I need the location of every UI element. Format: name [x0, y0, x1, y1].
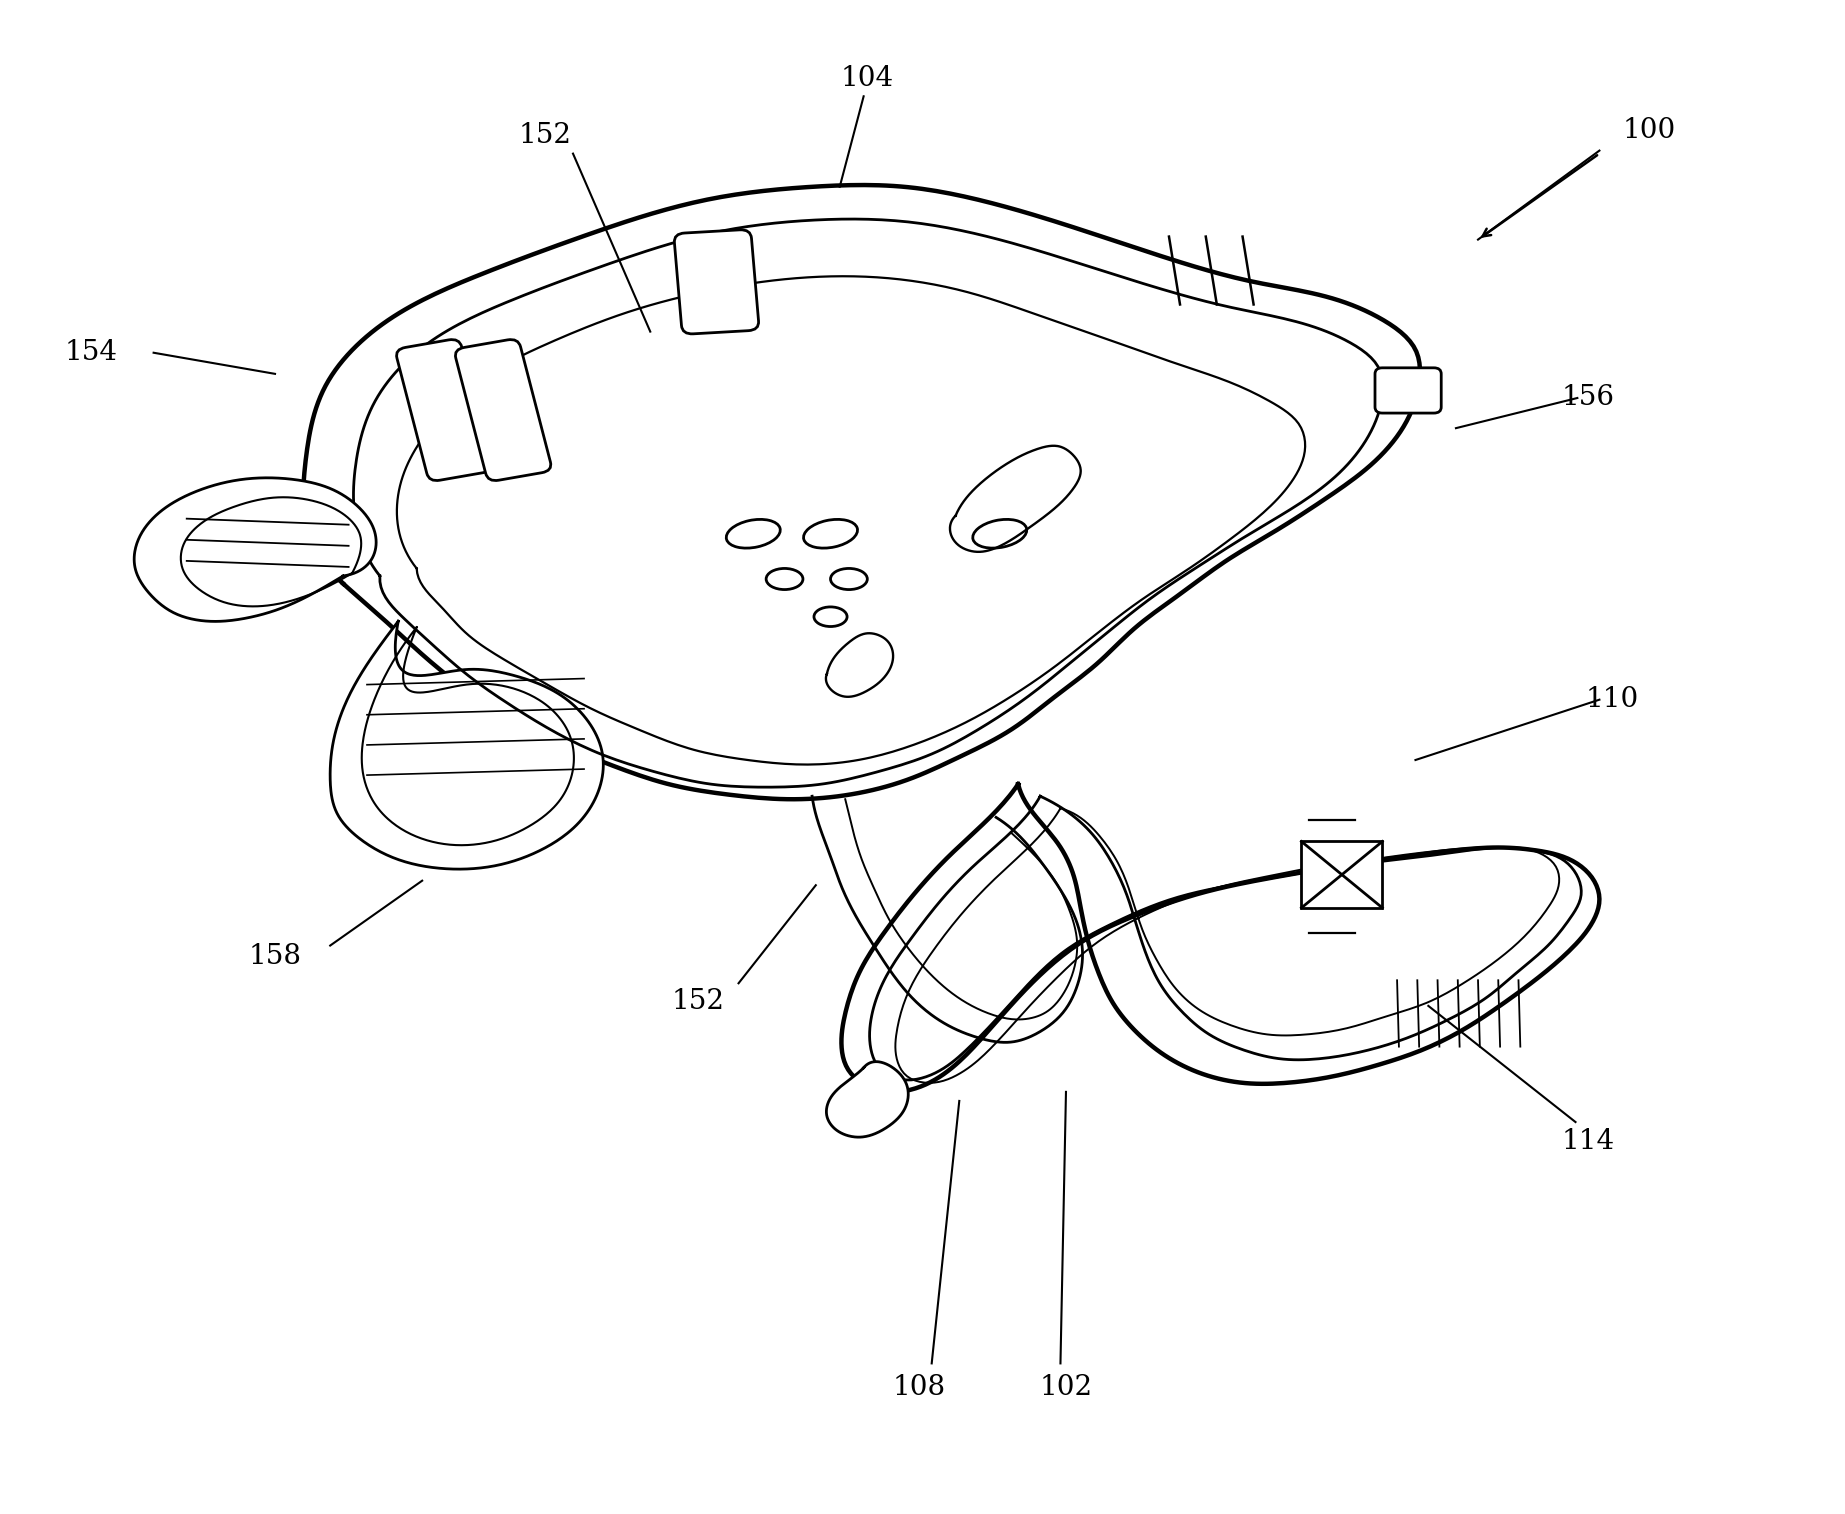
- Polygon shape: [330, 621, 603, 869]
- FancyBboxPatch shape: [675, 230, 758, 335]
- Text: 156: 156: [1563, 385, 1614, 412]
- Ellipse shape: [830, 568, 867, 589]
- Ellipse shape: [804, 519, 858, 548]
- Text: 158: 158: [249, 943, 301, 969]
- Text: 154: 154: [65, 339, 118, 366]
- Text: 108: 108: [893, 1375, 945, 1400]
- Ellipse shape: [766, 568, 803, 589]
- Ellipse shape: [814, 607, 847, 627]
- Polygon shape: [827, 633, 893, 696]
- Polygon shape: [950, 445, 1081, 553]
- FancyBboxPatch shape: [1301, 842, 1382, 908]
- Text: 114: 114: [1563, 1128, 1614, 1155]
- Text: 102: 102: [1039, 1375, 1092, 1400]
- Text: 100: 100: [1622, 118, 1675, 144]
- Text: 152: 152: [672, 987, 725, 1014]
- Text: 110: 110: [1585, 686, 1638, 713]
- Polygon shape: [827, 1061, 908, 1137]
- Text: 152: 152: [518, 123, 572, 148]
- Ellipse shape: [972, 519, 1028, 548]
- FancyBboxPatch shape: [1375, 368, 1441, 413]
- Text: 104: 104: [841, 65, 893, 92]
- Polygon shape: [135, 478, 376, 621]
- FancyBboxPatch shape: [397, 339, 493, 480]
- Polygon shape: [841, 784, 1600, 1092]
- Ellipse shape: [727, 519, 780, 548]
- FancyBboxPatch shape: [456, 339, 552, 480]
- Polygon shape: [303, 185, 1421, 799]
